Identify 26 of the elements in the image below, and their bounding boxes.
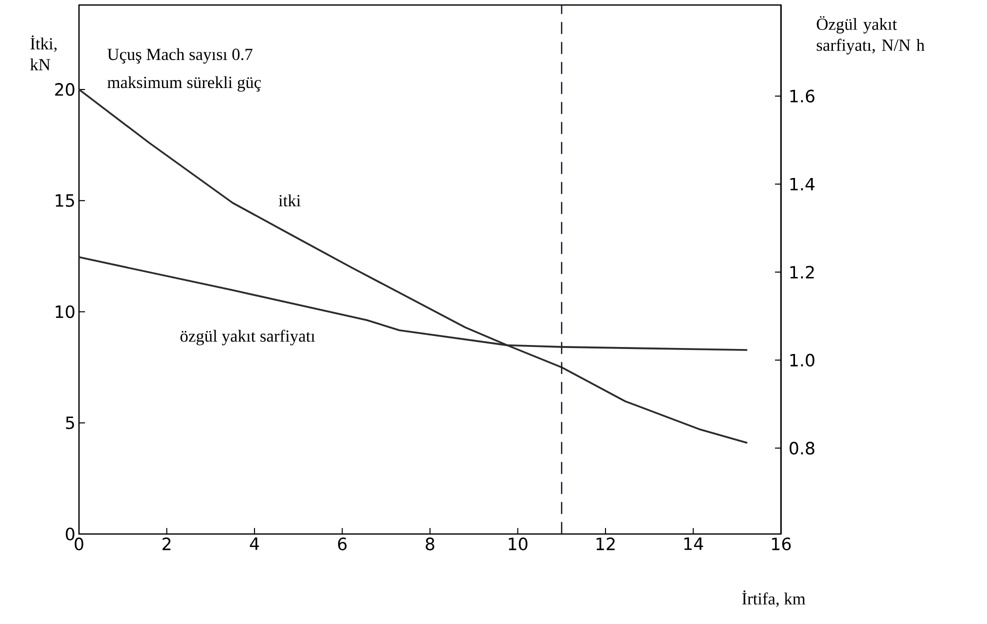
x-axis-title: İrtifa, km xyxy=(742,590,806,608)
y-tick-label: 20 xyxy=(55,83,74,96)
x-tick-label: 8 xyxy=(426,538,434,550)
y-tick-label: 5 xyxy=(66,416,74,430)
annotation: maksimum sürekli güç xyxy=(107,76,261,92)
series-label: özgül yakıt sarfiyatı xyxy=(180,330,315,346)
x-tick-label: 2 xyxy=(162,538,170,550)
x-tick-label: 6 xyxy=(338,538,347,550)
x-tick-label: 4 xyxy=(250,538,259,550)
x-tick-label: 14 xyxy=(684,538,704,550)
x-tick-label: 16 xyxy=(772,538,791,550)
y-tick-label: 10 xyxy=(56,305,74,318)
y-tick-label: 15 xyxy=(56,194,74,207)
y2-axis-title: Özgül yakıt sarfiyatı, N/N h xyxy=(816,16,925,54)
x-tick-label: 10 xyxy=(508,538,528,550)
y2-tick-label: 1.0 xyxy=(790,354,814,367)
x-tick-label: 0 xyxy=(74,538,84,550)
x-tick-label: 12 xyxy=(596,538,615,550)
y2-tick-label: 1.4 xyxy=(790,178,815,190)
series-label: itki xyxy=(278,194,301,206)
y-axis-title: İtki, kN xyxy=(30,35,57,70)
annotation: Uçuş Mach sayısı 0.7 xyxy=(107,48,252,64)
y2-tick-label: 1.2 xyxy=(790,266,814,278)
y-tick-label: 0 xyxy=(66,528,74,540)
y2-tick-label: 0.8 xyxy=(790,442,814,455)
y2-tick-label: 1.6 xyxy=(790,90,814,102)
